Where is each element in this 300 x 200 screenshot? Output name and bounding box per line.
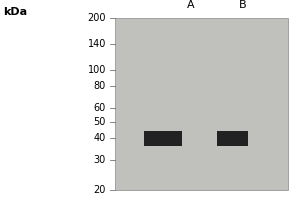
FancyBboxPatch shape [217, 131, 248, 146]
Text: A: A [187, 0, 195, 10]
Text: 200: 200 [87, 13, 106, 23]
Text: 80: 80 [94, 81, 106, 91]
FancyBboxPatch shape [144, 131, 182, 146]
Text: B: B [239, 0, 247, 10]
Text: kDa: kDa [3, 7, 27, 17]
Text: 60: 60 [94, 103, 106, 113]
Text: 30: 30 [94, 155, 106, 165]
Text: 100: 100 [88, 65, 106, 75]
Text: 140: 140 [88, 39, 106, 49]
Bar [115, 18, 288, 190]
Text: 20: 20 [94, 185, 106, 195]
Text: 50: 50 [94, 117, 106, 127]
Text: 40: 40 [94, 133, 106, 143]
